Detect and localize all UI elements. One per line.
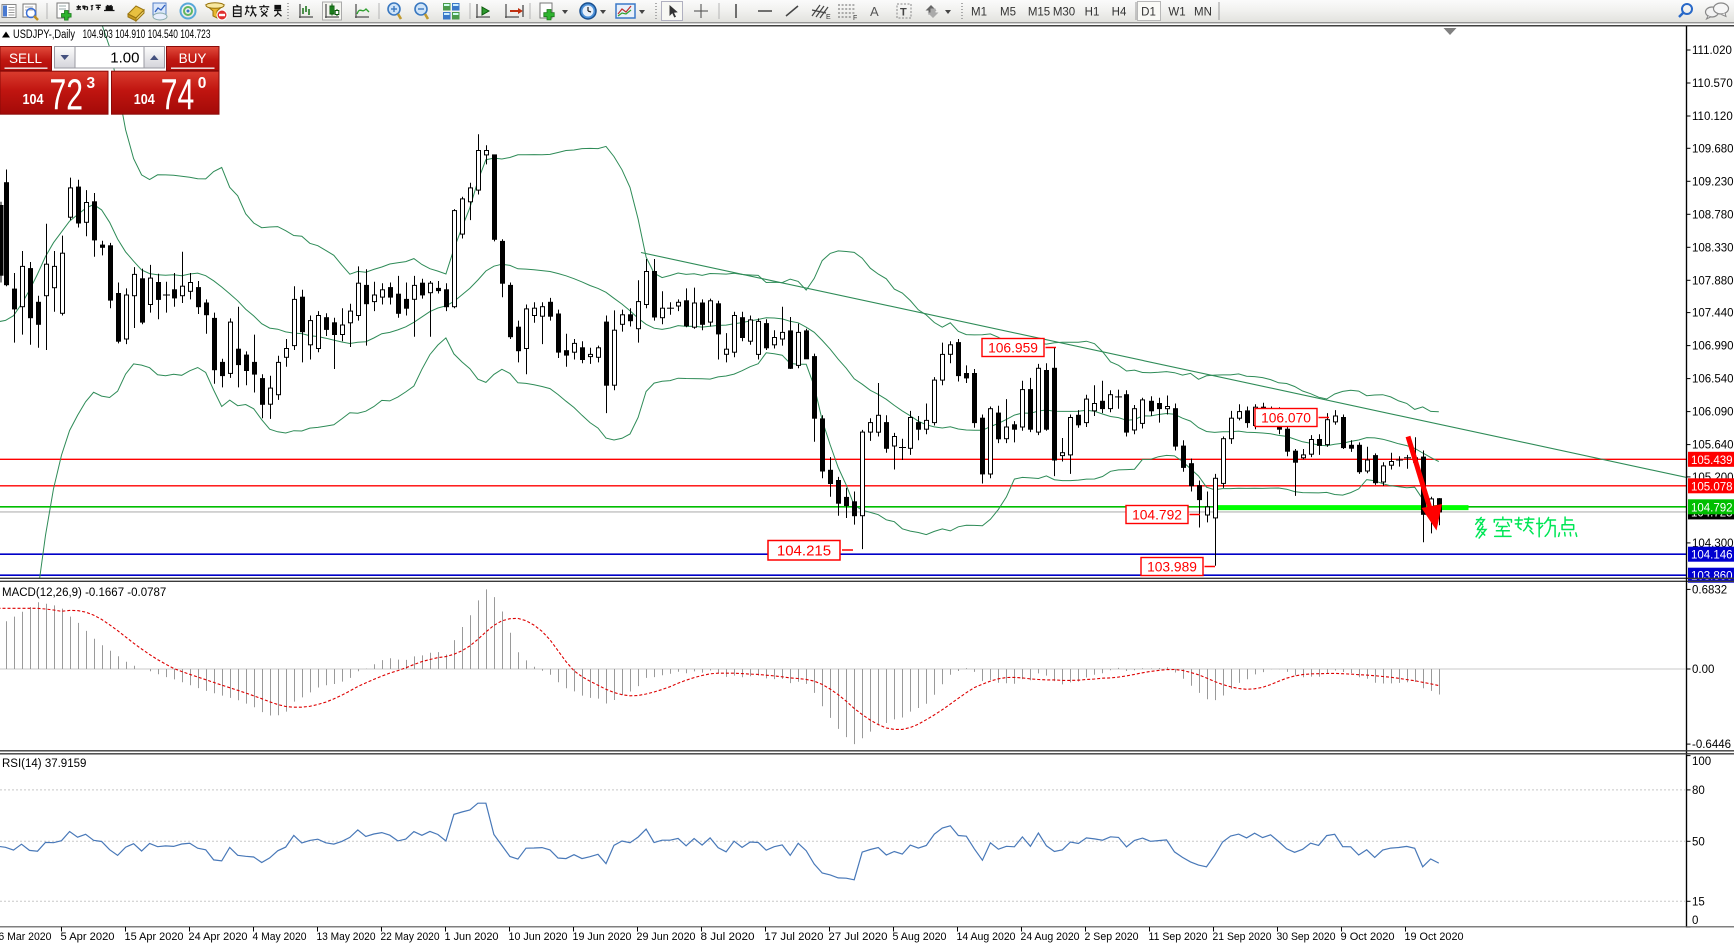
svg-text:22 May 2020: 22 May 2020	[381, 931, 440, 943]
svg-text:104.146: 104.146	[1691, 550, 1733, 562]
svg-text:W1: W1	[1168, 7, 1185, 19]
svg-text:74: 74	[161, 71, 195, 120]
svg-text:103.989: 103.989	[1147, 560, 1197, 575]
svg-text:106.959: 106.959	[988, 341, 1038, 356]
svg-text:3: 3	[87, 75, 96, 92]
svg-text:106.540: 106.540	[1692, 374, 1734, 386]
svg-text:RSI(14) 37.9159: RSI(14) 37.9159	[2, 758, 86, 770]
svg-text:10 Jun 2020: 10 Jun 2020	[509, 931, 568, 943]
svg-text:106.070: 106.070	[1261, 411, 1311, 426]
svg-text:26 Mar 2020: 26 Mar 2020	[0, 931, 52, 943]
svg-text:0.00: 0.00	[1692, 664, 1714, 676]
svg-text:0: 0	[198, 75, 207, 92]
svg-text:M15: M15	[1028, 7, 1050, 19]
svg-text:104: 104	[23, 91, 45, 108]
svg-text:A: A	[870, 4, 879, 19]
svg-text:H1: H1	[1085, 7, 1100, 19]
svg-text:5 Aug 2020: 5 Aug 2020	[893, 931, 947, 943]
svg-text:1.00: 1.00	[110, 50, 139, 67]
svg-text:109.230: 109.230	[1692, 176, 1734, 188]
svg-text:105.078: 105.078	[1691, 481, 1733, 493]
svg-text:30 Sep 2020: 30 Sep 2020	[1277, 931, 1336, 943]
svg-text:4 May 2020: 4 May 2020	[253, 931, 307, 943]
svg-text:15: 15	[1692, 896, 1705, 908]
svg-text:MN: MN	[1194, 7, 1212, 19]
svg-text:105.640: 105.640	[1692, 440, 1734, 452]
svg-text:0.6832: 0.6832	[1692, 584, 1727, 596]
svg-text:80: 80	[1692, 785, 1705, 797]
svg-text:105.439: 105.439	[1691, 455, 1733, 467]
svg-text:24 Apr 2020: 24 Apr 2020	[189, 931, 248, 943]
svg-text:21 Sep 2020: 21 Sep 2020	[1213, 931, 1272, 943]
svg-text:111.020: 111.020	[1692, 45, 1732, 57]
svg-text:M5: M5	[1000, 7, 1016, 19]
svg-text:13 May 2020: 13 May 2020	[317, 931, 376, 943]
svg-text:72: 72	[50, 71, 84, 120]
svg-text:104.215: 104.215	[777, 543, 831, 560]
svg-text:MACD(12,26,9) -0.1667 -0.0787: MACD(12,26,9) -0.1667 -0.0787	[2, 587, 166, 599]
svg-text:F: F	[853, 15, 857, 22]
svg-text:106.090: 106.090	[1692, 407, 1734, 419]
svg-text:15 Apr 2020: 15 Apr 2020	[125, 931, 184, 943]
svg-text:27 Jul 2020: 27 Jul 2020	[829, 931, 888, 943]
svg-text:SELL: SELL	[9, 51, 43, 66]
svg-text:107.880: 107.880	[1692, 275, 1734, 287]
svg-text:103.860: 103.860	[1691, 571, 1733, 583]
svg-text:T: T	[900, 7, 907, 19]
svg-text:E: E	[826, 14, 831, 21]
svg-text:104.792: 104.792	[1691, 502, 1733, 514]
svg-text:11 Sep 2020: 11 Sep 2020	[1149, 931, 1208, 943]
svg-text:5 Apr 2020: 5 Apr 2020	[61, 931, 115, 943]
svg-text:USDJPY-,Daily: USDJPY-,Daily	[13, 29, 75, 41]
svg-text:108.330: 108.330	[1692, 242, 1734, 254]
svg-text:14 Aug 2020: 14 Aug 2020	[957, 931, 1016, 943]
svg-text:24 Aug 2020: 24 Aug 2020	[1021, 931, 1080, 943]
svg-text:104: 104	[134, 91, 156, 108]
svg-text:BUY: BUY	[179, 51, 207, 66]
svg-text:M30: M30	[1053, 7, 1075, 19]
svg-text:H4: H4	[1112, 7, 1127, 19]
svg-text:1 Jun 2020: 1 Jun 2020	[445, 931, 499, 943]
svg-text:2 Sep 2020: 2 Sep 2020	[1085, 931, 1139, 943]
svg-text:107.440: 107.440	[1692, 308, 1734, 320]
svg-text:109.680: 109.680	[1692, 143, 1734, 155]
svg-text:19 Jun 2020: 19 Jun 2020	[573, 931, 632, 943]
svg-text:106.990: 106.990	[1692, 341, 1734, 353]
svg-text:104.792: 104.792	[1132, 508, 1182, 523]
svg-text:M1: M1	[971, 7, 987, 19]
svg-text:50: 50	[1692, 836, 1705, 848]
svg-text:-0.6446: -0.6446	[1692, 739, 1731, 751]
svg-text:108.780: 108.780	[1692, 209, 1734, 221]
svg-text:104.903 104.910 104.540 104.72: 104.903 104.910 104.540 104.723	[83, 29, 211, 41]
svg-text:100: 100	[1692, 756, 1711, 768]
svg-text:19 Oct 2020: 19 Oct 2020	[1405, 931, 1464, 943]
svg-text:8 Jul 2020: 8 Jul 2020	[701, 931, 755, 943]
svg-text:0: 0	[1692, 915, 1698, 927]
svg-text:29 Jun 2020: 29 Jun 2020	[637, 931, 696, 943]
svg-text:110.570: 110.570	[1692, 78, 1733, 90]
svg-text:110.120: 110.120	[1692, 111, 1733, 123]
svg-text:D1: D1	[1141, 7, 1156, 19]
svg-text:17 Jul 2020: 17 Jul 2020	[765, 931, 824, 943]
svg-text:9 Oct 2020: 9 Oct 2020	[1341, 931, 1395, 943]
